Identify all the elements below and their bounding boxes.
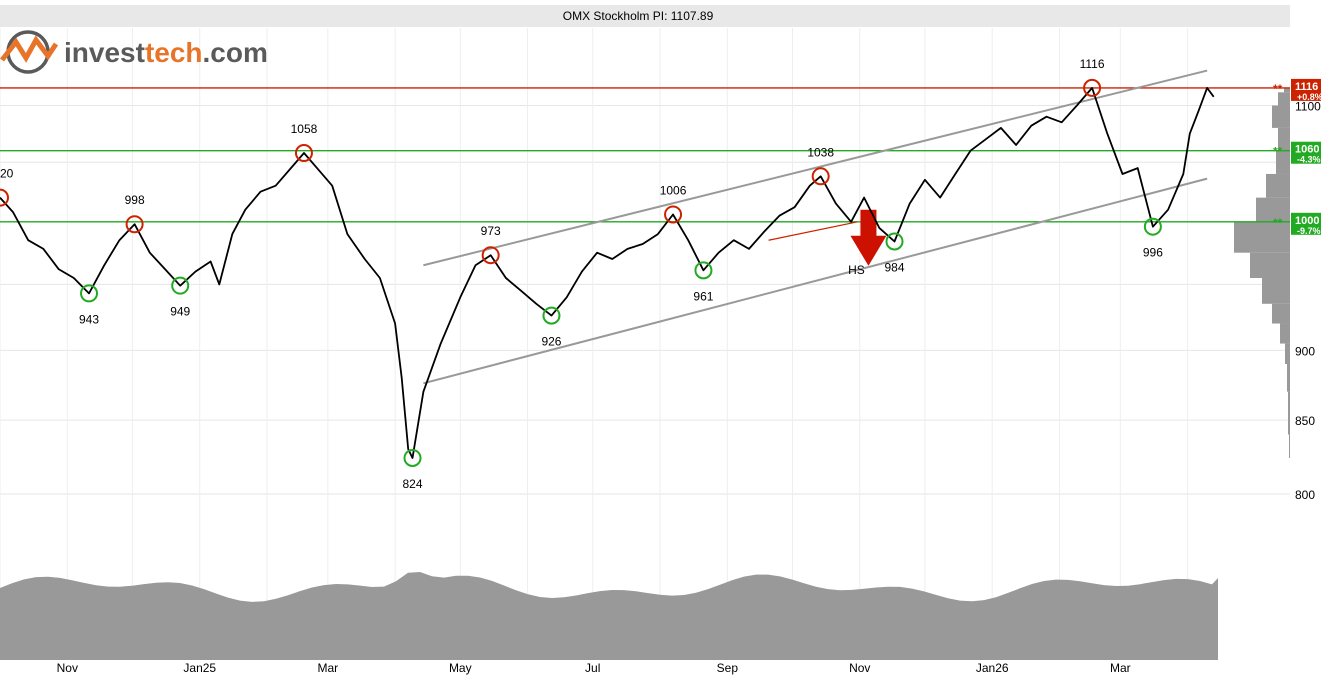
level-badge: [1291, 78, 1321, 101]
top-marker: [125, 215, 144, 234]
volume-area: [0, 572, 1218, 660]
bottom-marker: [80, 284, 99, 303]
level-value: 1060: [1295, 144, 1319, 156]
trend-channel-lower: [423, 177, 1208, 385]
volume-profile-bar: [1287, 363, 1290, 392]
logo-text-com: .com: [203, 37, 268, 68]
level-marker: **: [1273, 216, 1283, 230]
top-label: 1020: [0, 167, 14, 181]
level-pct: -9.7%: [1297, 226, 1321, 236]
volume-profile-bar: [1250, 252, 1290, 278]
bottom-label: 824: [402, 477, 422, 491]
volume-profile-bar: [1278, 127, 1290, 151]
volume-profile-bar: [1262, 277, 1290, 304]
x-tick-label: Nov: [57, 661, 78, 675]
level-badge: [1291, 212, 1321, 235]
top-marker: [0, 188, 9, 207]
bottom-label: 949: [170, 305, 190, 319]
hs-formation: HS: [768, 209, 887, 277]
top-label: 973: [481, 224, 501, 238]
x-tick-label: Jul: [585, 661, 600, 675]
title-bar: [0, 5, 1290, 27]
volume-profile-bar: [1284, 87, 1290, 93]
y-tick-label: 900: [1295, 344, 1315, 358]
volume-profile: [1234, 87, 1290, 458]
bottom-label: 961: [693, 289, 713, 303]
hs-neckline: [768, 221, 858, 241]
top-label: 1058: [291, 122, 318, 136]
trend-channel-upper: [423, 69, 1208, 267]
bottom-label: 943: [79, 312, 99, 326]
gridlines: [0, 28, 1290, 660]
level-value: 1116: [1295, 81, 1318, 93]
volume-profile-bar: [1272, 303, 1290, 324]
x-tick-label: Mar: [318, 661, 339, 675]
x-tick-label: Sep: [717, 661, 739, 675]
level-marker: **: [1273, 82, 1283, 96]
bottom-marker: [403, 448, 422, 467]
volume-profile-bar: [1266, 173, 1290, 198]
level-value: 1000: [1295, 215, 1319, 227]
level-pct: +0.8%: [1297, 92, 1321, 102]
bottom-marker: [694, 261, 713, 280]
price-line: [0, 87, 1215, 459]
x-tick-label: May: [449, 661, 472, 675]
volume-profile-bar: [1276, 150, 1290, 174]
investtech-logo: investtech.com: [0, 30, 268, 74]
top-label: 1116: [1080, 57, 1105, 71]
level-marker: **: [1273, 145, 1283, 159]
y-tick-label: 850: [1295, 414, 1315, 428]
x-tick-label: Jan26: [976, 661, 1009, 675]
investtech-logo-icon: [0, 30, 59, 74]
volume-profile-bar: [1288, 391, 1290, 435]
level-badges: ** 1116+0.8% ** 1060-4.3% ** 1000-9.7%: [1273, 78, 1321, 236]
plot-area: [0, 28, 1290, 660]
top-marker: [664, 205, 683, 224]
x-tick-label: Nov: [849, 661, 870, 675]
volume-profile-bar: [1234, 221, 1290, 253]
bottom-marker: [542, 306, 561, 325]
bottom-marker: [171, 276, 190, 295]
trend-channel: [423, 69, 1208, 385]
level-badge: [1291, 141, 1321, 164]
volume-profile-bar: [1278, 92, 1290, 106]
x-tick-label: Mar: [1110, 661, 1131, 675]
x-tick-label: Jan25: [183, 661, 216, 675]
volume-profile-bar: [1280, 323, 1290, 344]
logo-text-invest: invest: [64, 37, 145, 68]
top-marker: [481, 246, 500, 265]
x-axis: Nov Jan25 Mar May Jul Sep Nov Jan26 Mar: [57, 661, 1131, 675]
sell-arrow-icon: [850, 209, 887, 266]
bottom-label: 926: [541, 335, 561, 349]
volume-profile-bar: [1289, 434, 1290, 458]
bottom-marker: [1143, 217, 1162, 236]
top-marker: [1083, 78, 1102, 97]
top-marker: [811, 167, 830, 186]
y-tick-label: 1100: [1295, 100, 1321, 114]
chart-title: OMX Stockholm PI: 1107.89: [563, 9, 714, 23]
volume-profile-bar: [1256, 197, 1290, 222]
top-bottom-markers: 1020 998 1058 973 1006 1038 1116 943 949 824 926 96…: [0, 57, 1163, 491]
top-label: 1038: [807, 145, 834, 159]
formation-label: HS: [848, 263, 865, 277]
bottom-label: 996: [1143, 246, 1163, 260]
volume-profile-bar: [1272, 105, 1290, 128]
y-tick-label: 800: [1295, 488, 1315, 502]
top-label: 998: [125, 193, 145, 207]
logo-text-tech: tech: [145, 37, 203, 68]
svg-text:investtech.com: investtech.com: [64, 37, 268, 68]
level-pct: -4.3%: [1297, 155, 1321, 165]
top-marker: [294, 144, 313, 163]
bottom-label: 984: [884, 260, 904, 274]
y-axis: 800 850 900 1100: [1295, 100, 1321, 503]
bottom-marker: [885, 232, 904, 251]
volume-profile-bar: [1285, 343, 1290, 364]
support-resistance-lines: [0, 87, 1290, 223]
top-label: 1006: [660, 184, 687, 198]
